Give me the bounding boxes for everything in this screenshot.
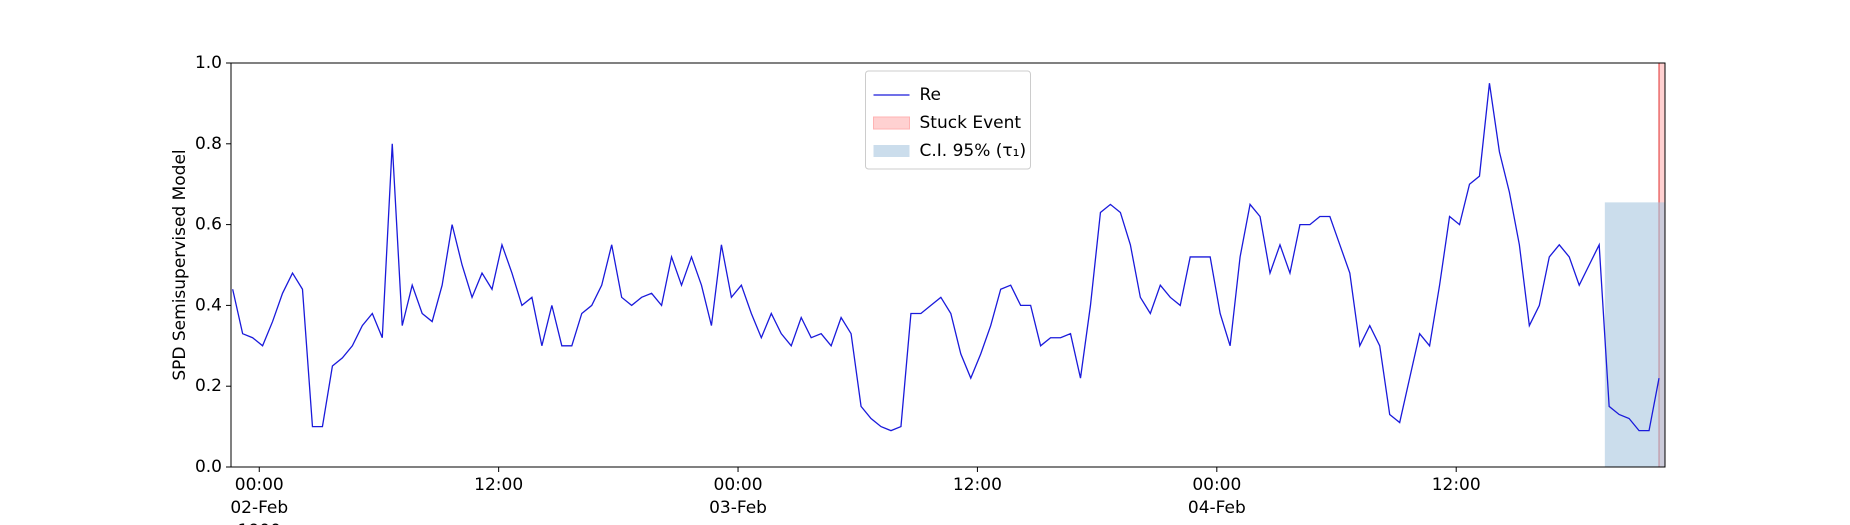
x-tick-label: 00:00 — [1192, 475, 1241, 495]
legend-swatch — [873, 145, 910, 157]
x-tick-label: 12:00 — [953, 475, 1002, 495]
shaded-span — [1604, 202, 1665, 467]
legend-label: Re — [920, 85, 942, 105]
x-tick-label: 00:00 — [235, 475, 284, 495]
y-tick-label: 0.0 — [195, 457, 222, 477]
x-tick-label: 12:00 — [1432, 475, 1481, 495]
x-tick-label: 02-Feb — [230, 498, 288, 518]
legend-label: Stuck Event — [920, 113, 1022, 133]
x-tick-label: 00:00 — [714, 475, 763, 495]
y-tick-label: 0.2 — [195, 376, 222, 396]
legend-swatch — [873, 116, 910, 130]
legend-label: C.I. 95% (τ₁) — [920, 141, 1027, 161]
x-tick-label: 1900 — [238, 521, 281, 525]
x-tick-label: 12:00 — [474, 475, 523, 495]
y-tick-label: 1.0 — [195, 53, 222, 73]
y-tick-label: 0.8 — [195, 134, 222, 154]
x-tick-label: 04-Feb — [1188, 498, 1246, 518]
y-tick-label: 0.4 — [195, 295, 222, 315]
plot-frame — [230, 62, 1666, 468]
y-tick-label: 0.6 — [195, 215, 222, 235]
x-tick-label: 03-Feb — [709, 498, 767, 518]
data-line — [232, 83, 1660, 432]
y-axis-label: SPD Semisupervised Model — [170, 149, 190, 380]
legend: Re Stuck Event C.I. 95% (τ₁) — [865, 70, 1031, 170]
